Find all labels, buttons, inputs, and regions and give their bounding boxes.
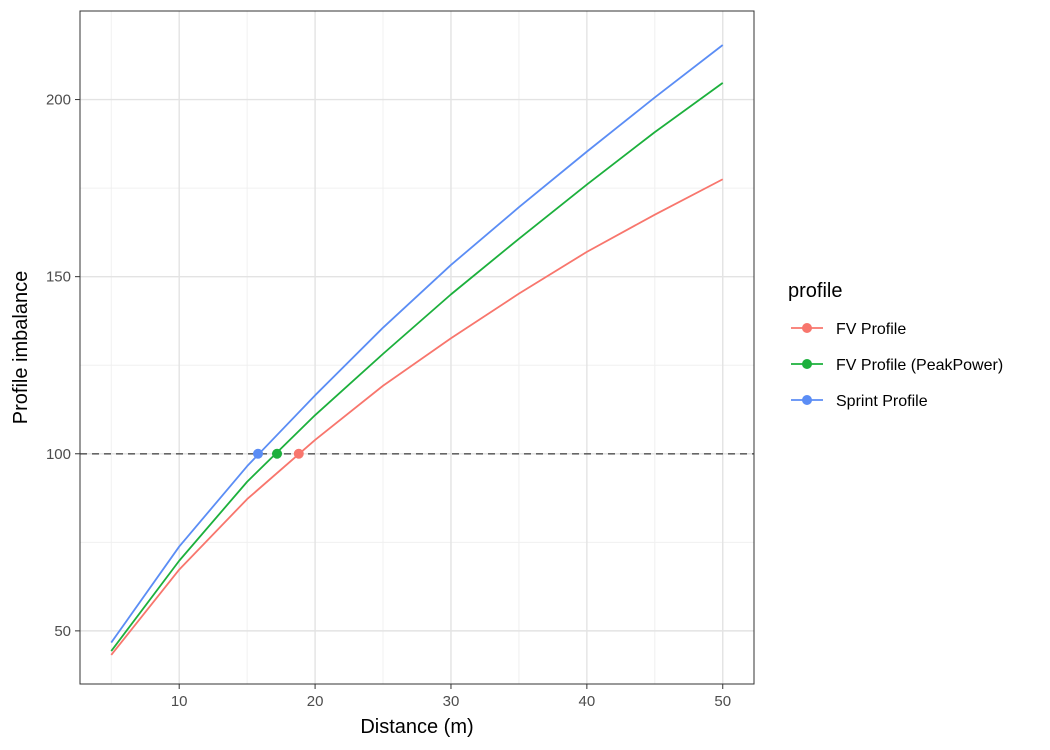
x-tick-label: 10 [171,693,188,710]
y-axis: 50 100 150 200 [46,92,80,640]
legend-title: profile [788,280,842,302]
x-tick-label: 20 [307,693,324,710]
crossing-point-0 [293,448,304,459]
minor-gridlines [80,11,754,684]
x-axis: 10 20 30 40 50 [171,684,731,710]
y-axis-title: Profile imbalance [10,271,32,424]
y-tick-label: 200 [46,92,71,109]
crossing-point-1 [272,448,283,459]
crossing-point-2 [253,448,264,459]
x-tick-label: 40 [579,693,596,710]
panel-border [79,10,755,685]
major-gridlines [80,11,754,684]
x-axis-title: Distance (m) [360,716,473,738]
y-tick-label: 50 [54,623,71,640]
series-line-0 [110,178,724,656]
y-tick-label: 150 [46,269,71,286]
legend-label-1: FV Profile (PeakPower) [836,357,1003,374]
legend-key-point-0 [802,323,812,333]
series-line-1 [110,82,724,652]
x-tick-label: 50 [714,693,731,710]
legend: profile FV Profile FV Profile (PeakPower)… [788,280,1003,410]
legend-label-0: FV Profile [836,321,906,338]
series-line-2 [110,44,724,644]
series-points [253,448,304,459]
x-tick-label: 30 [443,693,460,710]
series-lines [110,44,724,656]
legend-label-2: Sprint Profile [836,393,928,410]
legend-key-point-2 [802,395,812,405]
y-tick-label: 100 [46,446,71,463]
legend-key-point-1 [802,359,812,369]
